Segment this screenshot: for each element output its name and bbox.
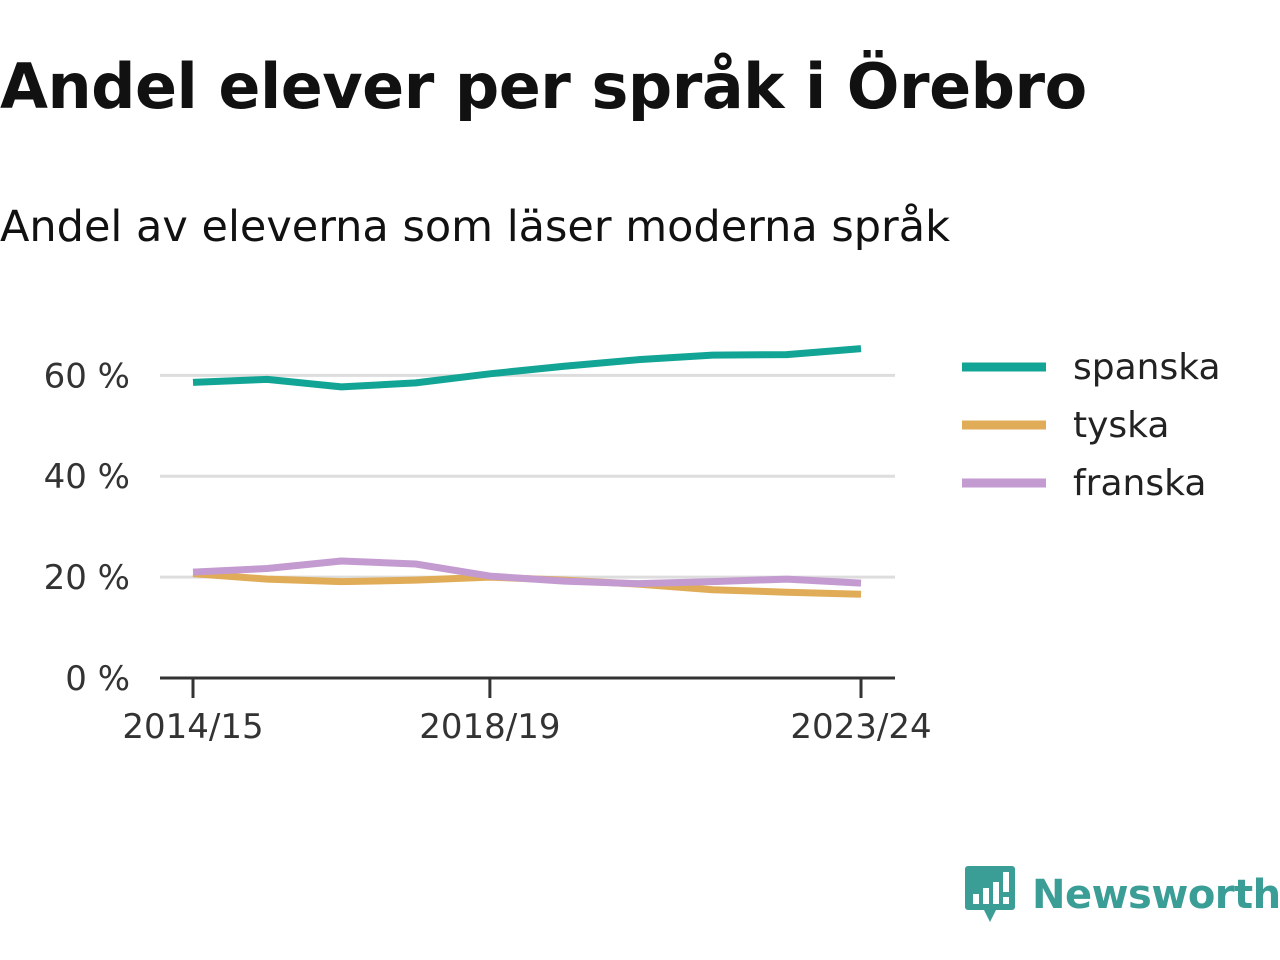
series-line-spanska xyxy=(192,345,862,391)
page-title: Andel elever per språk i Örebro xyxy=(0,50,1087,123)
legend: spanska tyska franska xyxy=(962,347,1221,504)
x-axis: 2014/15 2018/19 2023/24 xyxy=(122,676,932,747)
grid-lines xyxy=(160,373,895,579)
brand-name: Newsworthy xyxy=(1032,872,1280,918)
series-line-franska xyxy=(192,557,862,588)
x-tick-label: 2023/24 xyxy=(790,707,931,747)
x-tick-label: 2018/19 xyxy=(419,707,560,747)
y-tick-label: 40 % xyxy=(44,457,130,497)
legend-label-franska: franska xyxy=(1073,463,1206,504)
brand-logo: Newsworthy xyxy=(964,864,1280,926)
y-axis-ticks: 0 % 20 % 40 % 60 % xyxy=(44,356,130,699)
y-tick-label: 60 % xyxy=(44,356,130,396)
newsworthy-logo-icon xyxy=(965,866,1015,922)
legend-label-tyska: tyska xyxy=(1073,405,1169,446)
x-tick-label: 2014/15 xyxy=(122,707,263,747)
y-tick-label: 20 % xyxy=(44,558,130,598)
legend-label-spanska: spanska xyxy=(1073,347,1221,388)
series-lines xyxy=(192,345,862,598)
y-tick-label: 0 % xyxy=(65,659,130,699)
chart-subtitle: Andel av eleverna som läser moderna språ… xyxy=(0,202,950,252)
